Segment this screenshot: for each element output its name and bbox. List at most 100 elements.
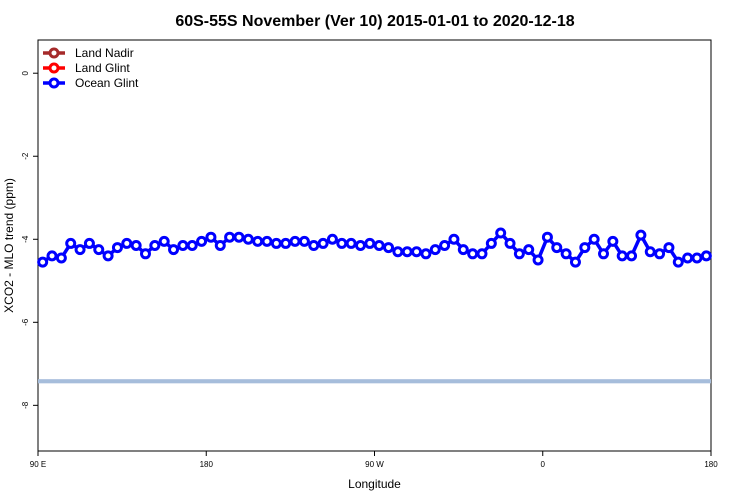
ocean-glint-point (373, 240, 385, 251)
ocean-glint-point (149, 240, 161, 251)
series-layer (37, 227, 712, 268)
ocean-glint-point (682, 252, 694, 264)
ocean-glint-point (392, 246, 404, 258)
ocean-glint-point (485, 237, 497, 249)
ocean-glint-point (457, 244, 469, 256)
ocean-glint-point (242, 233, 254, 245)
band-layer (38, 379, 711, 384)
ocean-glint-point (298, 235, 310, 247)
ocean-glint-point (626, 250, 638, 262)
ocean-glint-point (700, 250, 712, 262)
ocean-glint-point (130, 240, 142, 251)
ocean-glint-point (429, 244, 441, 256)
ocean-glint-point (364, 237, 376, 249)
ocean-glint-point (46, 250, 58, 262)
legend-marker (48, 62, 60, 74)
ocean-glint-point (560, 248, 572, 260)
legend-item-land-nadir: Land Nadir (43, 46, 134, 60)
reference-band (38, 379, 711, 384)
x-tick-label: 90 E (30, 460, 46, 469)
ocean-glint-point (439, 240, 451, 251)
ocean-glint-point (196, 235, 208, 247)
ocean-glint-point (111, 242, 123, 254)
legend-label: Land Glint (75, 61, 130, 75)
ocean-glint-point (37, 256, 49, 268)
ocean-glint-point (158, 235, 170, 247)
x-axis-label: Longitude (348, 477, 401, 491)
ocean-glint-point (635, 229, 647, 241)
x-tick-label: 0 (541, 460, 546, 469)
ocean-glint-point (261, 235, 273, 247)
ocean-glint-point (541, 231, 553, 243)
ocean-glint-point (326, 233, 338, 245)
x-axis: 90 E 180 90 W 0 180 (30, 451, 718, 469)
ocean-glint-point (383, 242, 395, 254)
ocean-glint-point (121, 237, 133, 249)
ocean-glint-point (270, 237, 282, 249)
ocean-glint-point (102, 250, 114, 262)
legend-label: Ocean Glint (75, 76, 139, 90)
ocean-glint-point (317, 237, 329, 249)
legend-marker (48, 77, 60, 89)
ocean-glint-point (579, 242, 591, 254)
ocean-glint-point (476, 248, 488, 260)
ocean-glint-point (588, 233, 600, 245)
ocean-glint-point (504, 237, 516, 249)
ocean-glint-point (336, 237, 348, 249)
ocean-glint-point (308, 240, 320, 251)
ocean-glint-point (448, 233, 460, 245)
ocean-glint-point (224, 231, 236, 243)
y-axis: 0 -2 -4 -6 -8 (21, 70, 38, 409)
ocean-glint-point (93, 244, 105, 256)
legend-item-ocean-glint: Ocean Glint (43, 76, 139, 90)
ocean-glint-point (65, 237, 77, 249)
y-tick-label: -2 (21, 152, 30, 160)
y-tick-label: 0 (21, 70, 30, 75)
ocean-glint-point (411, 246, 423, 258)
ocean-glint-point (513, 248, 525, 260)
chart-title: 60S-55S November (Ver 10) 2015-01-01 to … (175, 13, 574, 30)
ocean-glint-point (551, 242, 563, 254)
ocean-glint-point (55, 252, 67, 264)
ocean-glint-point (289, 235, 301, 247)
ocean-glint-point (280, 237, 292, 249)
y-tick-label: -8 (21, 401, 30, 409)
ocean-glint-point (214, 240, 226, 251)
ocean-glint-point (186, 240, 198, 251)
ocean-glint-point (401, 246, 413, 258)
ocean-glint-point (177, 240, 189, 251)
ocean-glint-point (616, 250, 628, 262)
ocean-glint-point (644, 246, 656, 258)
ocean-glint-point (607, 235, 619, 247)
ocean-glint-point (691, 252, 703, 264)
y-tick-label: -6 (21, 318, 30, 326)
ocean-glint-point (205, 231, 217, 243)
y-tick-label: -4 (21, 235, 30, 243)
ocean-glint-point (252, 235, 264, 247)
ocean-glint-point (672, 256, 684, 268)
ocean-glint-point (495, 227, 507, 239)
y-axis-label: XCO2 - MLO trend (ppm) (2, 178, 16, 313)
ocean-glint-point (532, 254, 544, 266)
ocean-glint-point (354, 240, 366, 251)
ocean-glint-point (663, 242, 675, 254)
ocean-glint-point (168, 244, 180, 256)
ocean-glint-point (598, 248, 610, 260)
ocean-glint-point (420, 248, 432, 260)
ocean-glint-point (523, 244, 535, 256)
ocean-glint-point (139, 248, 151, 260)
ocean-glint-point (467, 248, 479, 260)
x-tick-label: 180 (200, 460, 214, 469)
x-tick-label: 90 W (365, 460, 384, 469)
ocean-glint-point (74, 244, 86, 256)
ocean-glint-point (233, 231, 245, 243)
ocean-glint-point (83, 237, 95, 249)
legend-marker (48, 47, 60, 59)
ocean-glint-point (345, 237, 357, 249)
legend-item-land-glint: Land Glint (43, 61, 130, 75)
legend-label: Land Nadir (75, 46, 134, 60)
x-tick-label: 180 (704, 460, 718, 469)
ocean-glint-point (654, 248, 666, 260)
